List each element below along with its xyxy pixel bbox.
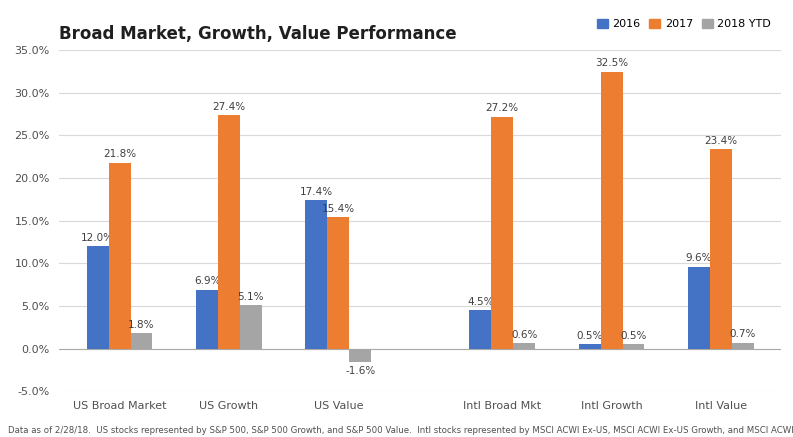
Bar bbox=[349, 349, 371, 362]
Text: 21.8%: 21.8% bbox=[103, 149, 136, 160]
Text: 4.5%: 4.5% bbox=[467, 297, 494, 307]
Text: 23.4%: 23.4% bbox=[704, 136, 737, 146]
Text: 0.7%: 0.7% bbox=[730, 329, 756, 339]
Bar bbox=[196, 290, 218, 349]
Text: 15.4%: 15.4% bbox=[322, 204, 354, 214]
Text: 27.4%: 27.4% bbox=[213, 102, 246, 111]
Bar bbox=[305, 200, 328, 349]
Bar bbox=[513, 343, 535, 349]
Text: 0.6%: 0.6% bbox=[511, 330, 538, 340]
Text: -1.6%: -1.6% bbox=[345, 365, 375, 375]
Text: Broad Market, Growth, Value Performance: Broad Market, Growth, Value Performance bbox=[59, 25, 457, 43]
Text: 1.8%: 1.8% bbox=[128, 320, 155, 330]
Text: 27.2%: 27.2% bbox=[486, 103, 519, 113]
Bar bbox=[732, 343, 754, 349]
Bar bbox=[131, 333, 152, 349]
Text: 17.4%: 17.4% bbox=[300, 187, 333, 197]
Bar bbox=[492, 117, 513, 349]
Bar bbox=[710, 149, 732, 349]
Legend: 2016, 2017, 2018 YTD: 2016, 2017, 2018 YTD bbox=[592, 15, 776, 34]
Bar bbox=[601, 72, 623, 349]
Text: Data as of 2/28/18.  US stocks represented by S&P 500, S&P 500 Growth, and S&P 5: Data as of 2/28/18. US stocks represente… bbox=[8, 426, 793, 435]
Bar bbox=[469, 310, 492, 349]
Text: 5.1%: 5.1% bbox=[238, 291, 264, 302]
Text: 0.5%: 0.5% bbox=[620, 331, 646, 341]
Bar bbox=[109, 163, 131, 349]
Bar bbox=[239, 305, 262, 349]
Bar bbox=[688, 267, 710, 349]
Text: 0.5%: 0.5% bbox=[577, 331, 603, 341]
Text: 12.0%: 12.0% bbox=[81, 233, 114, 243]
Bar bbox=[623, 344, 645, 349]
Bar bbox=[579, 344, 601, 349]
Bar bbox=[328, 217, 349, 349]
Text: 9.6%: 9.6% bbox=[686, 253, 712, 263]
Bar bbox=[218, 115, 239, 349]
Text: 32.5%: 32.5% bbox=[595, 58, 628, 68]
Text: 6.9%: 6.9% bbox=[193, 276, 220, 286]
Bar bbox=[86, 246, 109, 349]
